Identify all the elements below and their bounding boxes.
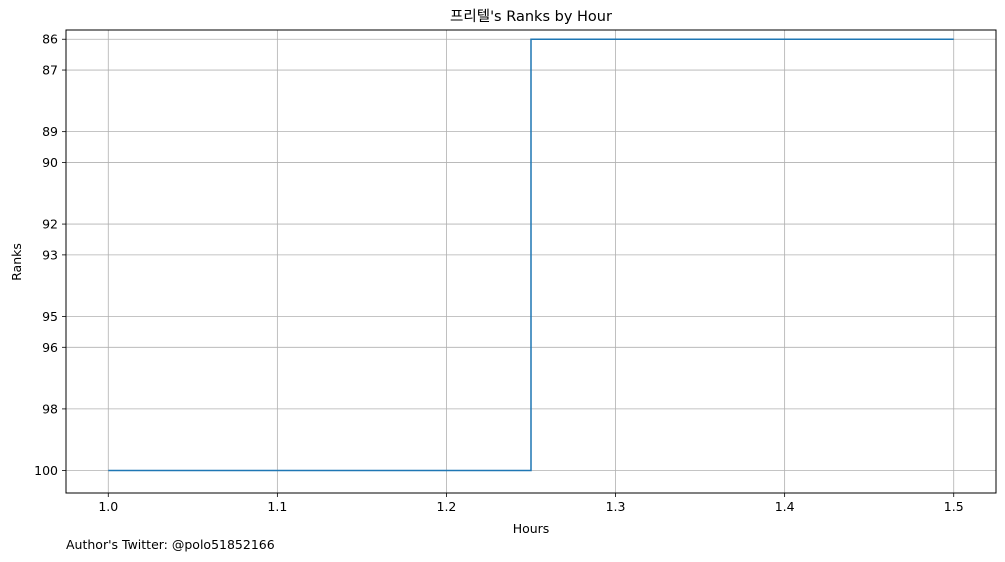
y-tick-label: 89 — [42, 124, 58, 139]
series-layer — [108, 38, 954, 472]
series-line-0 — [108, 38, 954, 472]
x-tick-label: 1.1 — [267, 499, 287, 514]
y-tick-label: 96 — [42, 340, 58, 355]
x-tick-label: 1.0 — [98, 499, 118, 514]
y-axis-ticks: 86 87 89 90 92 93 95 96 98 100 — [34, 32, 66, 478]
chart-title: 프리텔's Ranks by Hour — [450, 8, 612, 25]
y-tick-label: 98 — [42, 401, 58, 416]
y-tick-label: 86 — [42, 32, 58, 47]
y-tick-label: 95 — [42, 309, 58, 324]
y-tick-label: 87 — [42, 63, 58, 78]
x-tick-label: 1.2 — [437, 499, 457, 514]
x-tick-label: 1.3 — [606, 499, 626, 514]
x-axis-ticks: 1.0 1.1 1.2 1.3 1.4 1.5 — [98, 493, 964, 514]
y-tick-label: 92 — [42, 217, 58, 232]
y-tick-label: 90 — [42, 155, 58, 170]
x-tick-label: 1.5 — [944, 499, 964, 514]
x-axis-label: Hours — [513, 521, 550, 536]
y-axis-label: Ranks — [9, 243, 24, 281]
y-tick-label: 100 — [34, 463, 58, 478]
axes-frame — [65, 29, 997, 494]
x-tick-label: 1.4 — [775, 499, 795, 514]
y-tick-label: 93 — [42, 247, 58, 262]
author-credit: Author's Twitter: @polo51852166 — [66, 537, 275, 552]
